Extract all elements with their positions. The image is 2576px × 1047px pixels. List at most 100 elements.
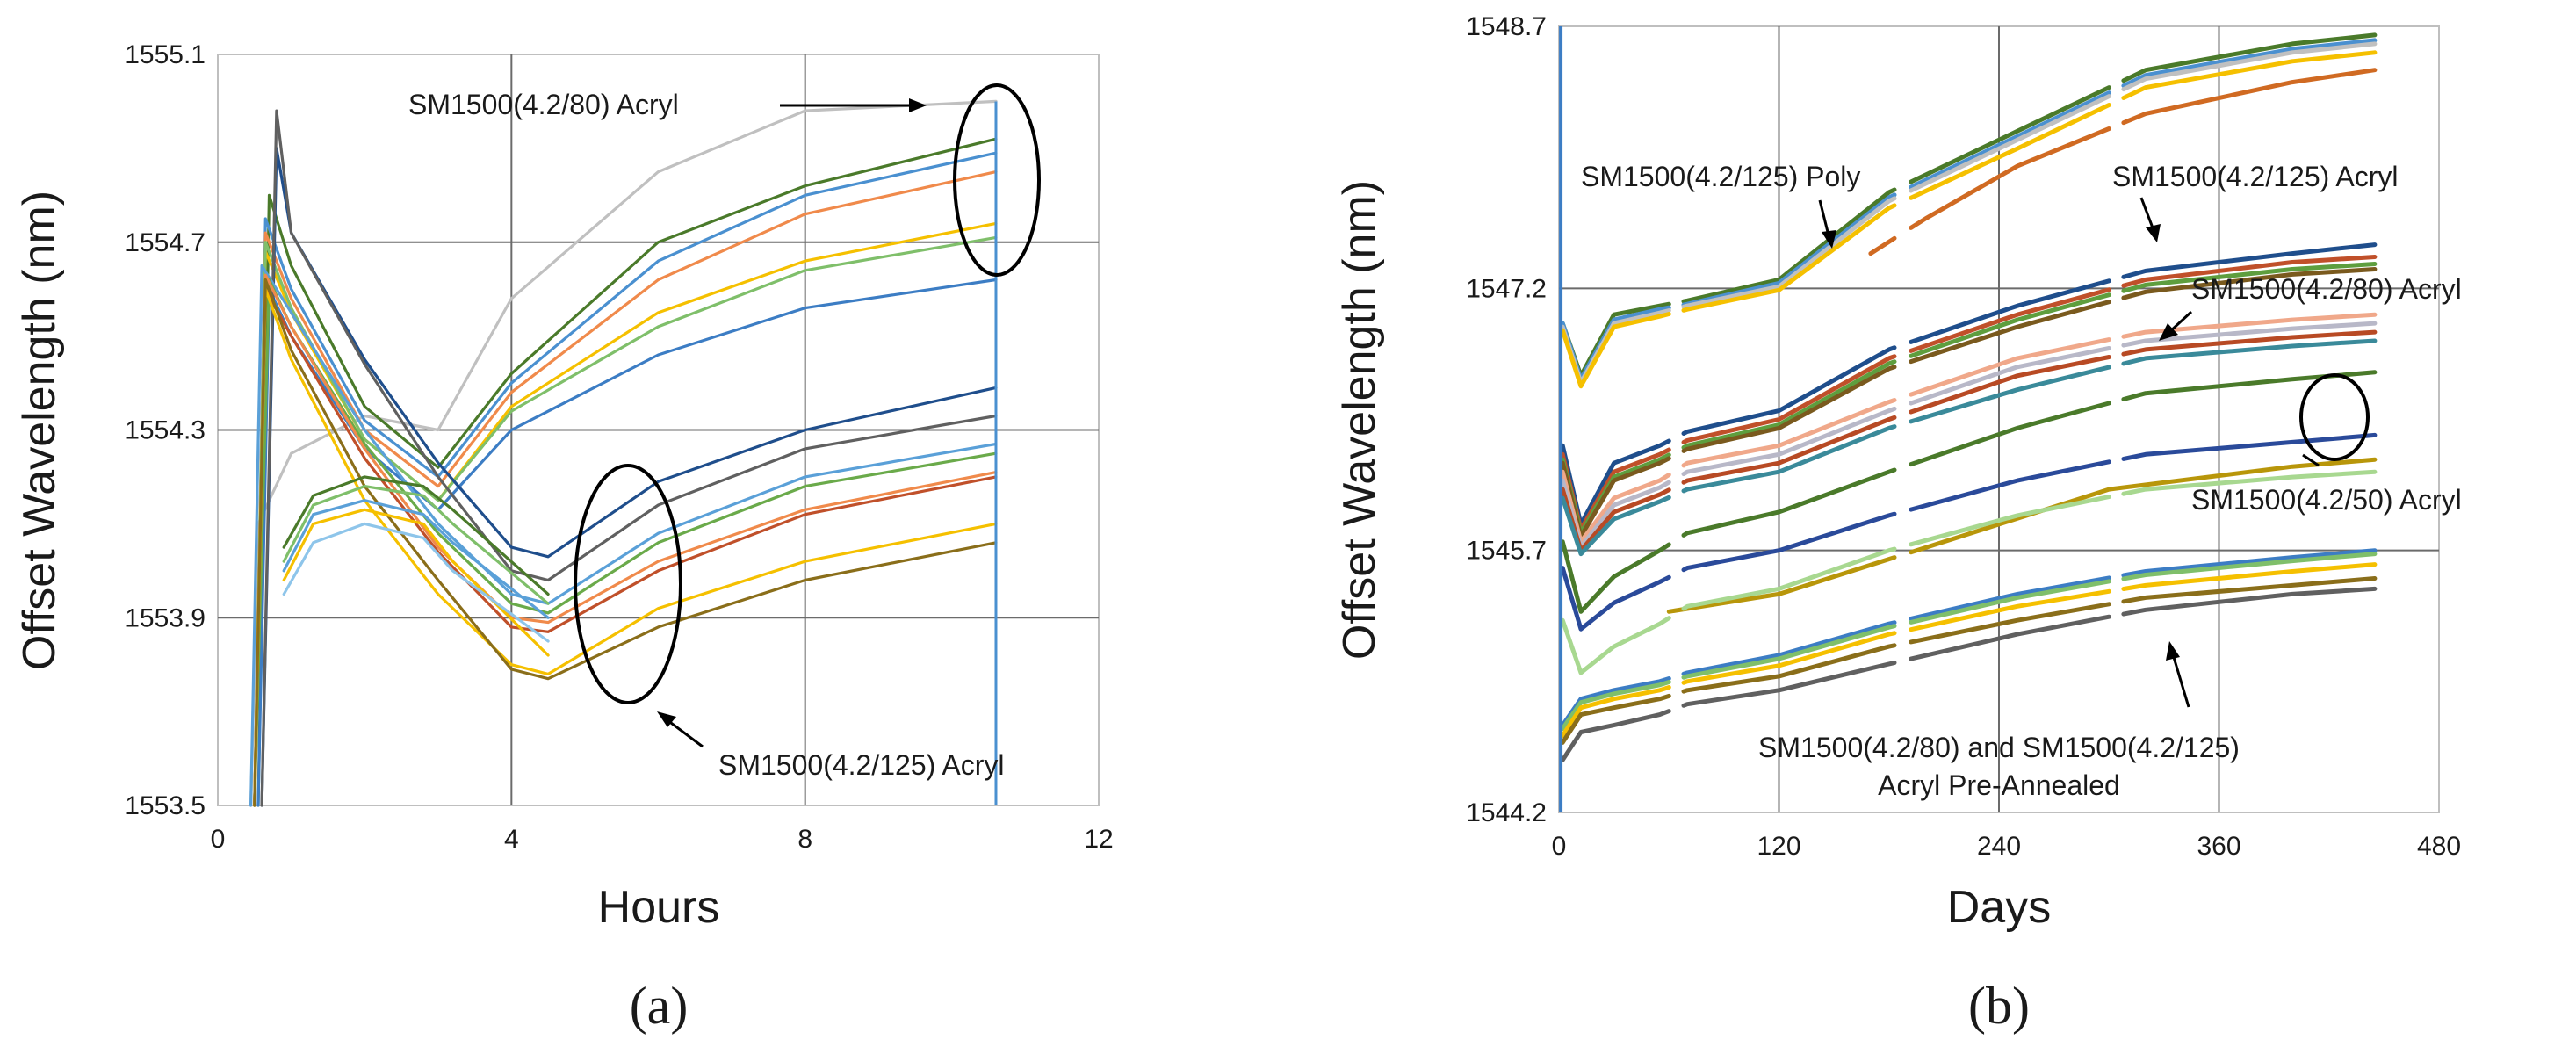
series-line-a125-brown [1681, 365, 1897, 453]
panel-a-ytick-label: 1555.1 [125, 40, 206, 69]
series-line-poly-4 [1909, 103, 2111, 200]
arrow-b-80-acryl [2168, 310, 2193, 334]
series-line-hump-3 [282, 508, 550, 657]
series-line-a125-green [2121, 262, 2378, 293]
ellipse-b-50-acryl [2299, 373, 2370, 461]
series-line-80-darkgreen [256, 137, 998, 807]
series-line-a50-navy [2121, 432, 2378, 461]
panel-b-ytick-label: 1545.7 [1466, 537, 1547, 566]
panel-a-ytick-label: 1554.7 [125, 228, 206, 257]
series-line-a50-navy [1560, 566, 1671, 632]
series-line-a80-teal [1909, 365, 2111, 424]
series-line-a125-green [1681, 359, 1897, 450]
series-line-pa-yellow [1909, 588, 2111, 632]
series-line-a80-lightgray [1909, 346, 2111, 406]
panel-a: 1553.5 1553.9 1554.3 1554.7 1555.1 0 4 8 12 Hour… [14, 40, 1114, 1035]
series-line-a125-brown [2121, 267, 2378, 300]
series-line-pa-olive [1560, 693, 1671, 745]
series-line-pa-green [1681, 624, 1897, 680]
annotation-a-125-acryl: SM1500(4.2/125) Acryl [718, 749, 1005, 781]
series-line-a50-green [1681, 467, 1897, 538]
series-line-hump-5 [282, 499, 550, 619]
panel-b-xtick-label: 360 [2197, 832, 2240, 861]
panel-b-x-axis-title: Days [1947, 882, 2051, 933]
series-line-poly-5 [2121, 68, 2378, 126]
panel-b-xtick-label: 0 [1552, 832, 1567, 861]
series-line-a50-palegreen [1560, 616, 1671, 675]
series-line-poly-1 [2121, 32, 2378, 83]
series-line-pa-gray [1909, 614, 2111, 661]
series-line-125-darkgray [260, 109, 998, 807]
panel-b-xtick-label: 120 [1757, 832, 1800, 861]
arrow-b-annealed [2171, 653, 2190, 708]
series-line-poly-3 [1909, 94, 2111, 193]
series-line-poly-5 [1868, 235, 1897, 256]
arrowhead-a-125-acryl [657, 711, 676, 727]
panel-b-ytick-label: 1544.2 [1466, 798, 1547, 827]
arrow-a-125-acryl [667, 718, 704, 748]
panel-a-y-axis-title: Offset Wavelength (nm) [14, 191, 65, 670]
series-line-a80-salmon [2121, 312, 2378, 339]
series-line-a50-palegreen [1909, 495, 2111, 547]
panel-b-xtick-label: 240 [1977, 832, 2021, 861]
panel-a-xtick-label: 12 [1084, 825, 1113, 854]
series-line-125-yellow [253, 287, 998, 807]
series-line-a50-navy [1909, 459, 2111, 512]
series-line-a50-navy [1681, 511, 1897, 573]
series-line-pa-green [1560, 680, 1671, 731]
series-line-a50-green [1909, 401, 2111, 467]
arrowhead-b-125-poly [1822, 230, 1836, 249]
series-line-poly-4 [1681, 203, 1897, 313]
series-line-pa-steelblue [1909, 575, 2111, 621]
panel-a-series [249, 99, 998, 807]
series-line-a125-rust [1909, 287, 2111, 353]
series-line-125-navy [260, 147, 998, 807]
arrowhead-b-80-acryl [2159, 323, 2178, 341]
arrowhead-b-annealed [2166, 641, 2180, 661]
panel-a-ytick-label: 1553.5 [125, 791, 206, 820]
series-line-a125-navy [1681, 345, 1897, 436]
panel-b: 1544.2 1545.7 1547.2 1548.7 0 120 240 360 480 Da… [1334, 12, 2462, 1035]
series-line-poly-1 [1909, 85, 2111, 184]
panel-a-x-axis-title: Hours [598, 882, 720, 933]
series-line-125-olive [253, 278, 998, 807]
panel-a-xtick-label: 0 [211, 825, 226, 854]
series-line-poly-3 [2121, 41, 2378, 92]
series-line-a125-green [1909, 292, 2111, 358]
series-line-hump-1 [282, 475, 550, 596]
series-line-a80-lightgray [2121, 321, 2378, 348]
panel-a-xtick-label: 4 [504, 825, 519, 854]
arrow-b-125-acryl [2139, 197, 2155, 231]
series-line-pa-steelblue [2121, 548, 2378, 578]
series-line-a125-rust [1681, 354, 1897, 444]
series-line-a125-brown [1909, 300, 2111, 365]
series-line-pa-green [2121, 552, 2378, 581]
panel-a-label: (a) [630, 977, 689, 1035]
panel-b-series [1559, 26, 2378, 812]
series-line-a80-salmon [1909, 337, 2111, 397]
series-line-a50-gold [1909, 457, 2378, 555]
annotation-b-125-poly: SM1500(4.2/125) Poly [1581, 161, 1860, 192]
arrowhead-a-80-acryl [909, 98, 927, 112]
series-line-a80-rust [2121, 329, 2378, 357]
series-line-pa-steelblue [1681, 620, 1897, 676]
series-line-a80-salmon [1681, 398, 1897, 468]
series-line-poly-2 [1909, 90, 2111, 190]
series-line-poly-4 [1560, 312, 1671, 389]
panel-a-ytick-label: 1553.9 [125, 603, 206, 632]
arrow-b-50-acryl [2302, 453, 2320, 467]
series-line-pa-yellow [2121, 562, 2378, 591]
series-line-a50-palegreen [2121, 469, 2378, 496]
ellipse-a-80-acryl [953, 83, 1041, 277]
annotation-b-annealed-line1: SM1500(4.2/80) and SM1500(4.2/125) [1758, 732, 2240, 763]
series-line-poly-3 [1681, 196, 1897, 309]
panel-b-y-axis-title: Offset Wavelength (nm) [1334, 180, 1385, 660]
series-line-a80-teal [1681, 424, 1897, 494]
series-line-pa-yellow [1560, 685, 1671, 738]
series-line-a50-palegreen [1681, 546, 1897, 611]
series-line-a50-green [1560, 539, 1671, 614]
annotation-b-80-acryl: SM1500(4.2/80) Acryl [2191, 273, 2462, 305]
series-line-pa-yellow [1681, 631, 1897, 685]
panel-b-xtick-label: 480 [2417, 832, 2461, 861]
